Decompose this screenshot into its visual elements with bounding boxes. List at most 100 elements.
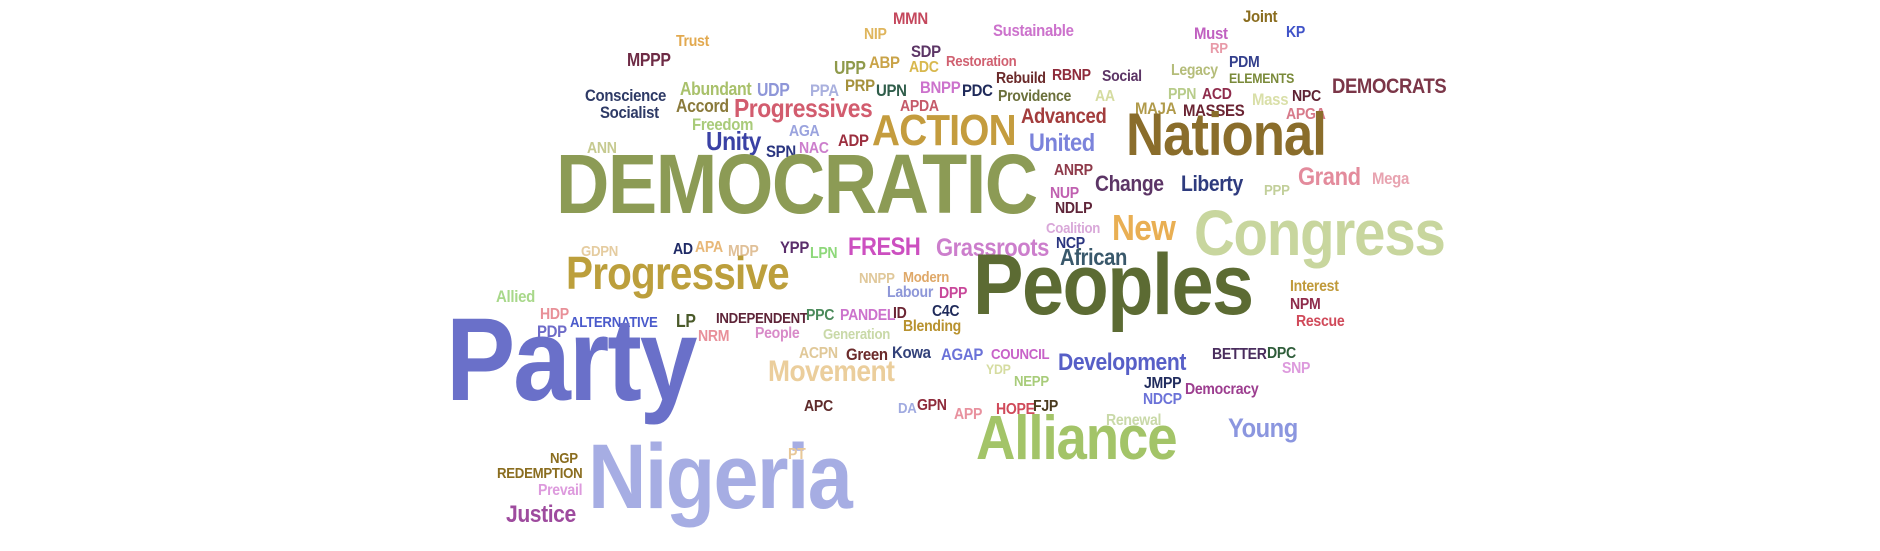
cloud-word: NRM: [698, 327, 730, 345]
cloud-word: Must: [1194, 24, 1228, 44]
cloud-word: LPN: [810, 244, 838, 262]
cloud-word: ADP: [838, 131, 869, 151]
cloud-word: KP: [1286, 23, 1306, 41]
cloud-word: Blending: [903, 317, 961, 335]
cloud-word: Abundant: [680, 79, 752, 100]
cloud-word: PPC: [806, 306, 835, 324]
cloud-word: Allied: [496, 287, 535, 307]
cloud-word: Congress: [1194, 196, 1446, 269]
cloud-word: Young: [1228, 413, 1298, 444]
cloud-word: BETTER: [1212, 345, 1267, 363]
cloud-word: PPP: [1264, 181, 1290, 199]
cloud-word: Grand: [1298, 162, 1361, 191]
cloud-word: YPP: [780, 238, 810, 258]
cloud-word: AGAP: [941, 345, 984, 365]
cloud-word: SPN: [766, 142, 796, 162]
cloud-word: GDPN: [581, 242, 619, 260]
cloud-word: PDM: [1229, 53, 1260, 71]
cloud-word: ABP: [869, 53, 900, 73]
cloud-word: FRESH: [848, 232, 921, 261]
cloud-word: Conscience: [585, 86, 666, 106]
cloud-word: Sustainable: [993, 21, 1074, 41]
cloud-word: AA: [1095, 87, 1115, 105]
cloud-word: NPM: [1290, 295, 1321, 313]
cloud-word: Labour: [887, 283, 934, 301]
cloud-word: FJP: [1033, 397, 1058, 415]
cloud-word: YDP: [986, 361, 1011, 378]
cloud-word: Trust: [676, 32, 710, 50]
cloud-word: Alliance: [976, 403, 1178, 473]
cloud-word: MMN: [893, 9, 928, 29]
cloud-word: ACTION: [872, 105, 1017, 155]
cloud-word: Renewal: [1106, 411, 1162, 429]
cloud-word: GPN: [917, 396, 947, 414]
cloud-word: NUP: [1050, 184, 1079, 202]
cloud-word: Nigeria: [588, 425, 853, 528]
cloud-word: NDLP: [1055, 199, 1093, 217]
cloud-word: Party: [446, 294, 697, 427]
cloud-word: AGA: [789, 122, 820, 140]
cloud-word: Rescue: [1296, 312, 1345, 330]
cloud-word: UDP: [757, 80, 790, 101]
cloud-word: PANDEL: [840, 306, 896, 324]
cloud-word: PPA: [810, 81, 839, 101]
cloud-word: NDCP: [1143, 390, 1182, 408]
cloud-word: MDP: [728, 242, 759, 260]
cloud-word: Joint: [1243, 7, 1278, 27]
cloud-word: ANRP: [1054, 161, 1093, 179]
cloud-word: Legacy: [1171, 61, 1218, 79]
cloud-word: Progressive: [566, 247, 790, 300]
cloud-word: ACD: [1202, 85, 1232, 103]
cloud-word: Kowa: [892, 343, 931, 363]
cloud-word: APC: [804, 397, 833, 415]
cloud-word: NCP: [1056, 234, 1085, 252]
cloud-word: Freedom: [692, 115, 754, 135]
cloud-word: Rebuild: [996, 69, 1046, 87]
cloud-word: NNPP: [859, 269, 895, 287]
cloud-word: Peoples: [973, 236, 1254, 333]
cloud-word: SNP: [1282, 359, 1311, 377]
cloud-word: PDC: [962, 81, 993, 101]
cloud-word: REDEMPTION: [497, 464, 583, 482]
cloud-word: ANN: [587, 139, 617, 157]
cloud-word: BNPP: [920, 78, 961, 98]
cloud-word: Mass: [1252, 90, 1289, 110]
cloud-word: Coalition: [1046, 219, 1101, 237]
cloud-word: Socialist: [600, 103, 659, 123]
cloud-word: MASSES: [1183, 101, 1245, 121]
cloud-word: RBNP: [1052, 66, 1091, 84]
cloud-word: PDP: [537, 322, 567, 342]
cloud-word: DPC: [1267, 344, 1296, 362]
cloud-word: Accord: [676, 96, 729, 117]
cloud-word: Green: [846, 345, 888, 365]
cloud-word: C4C: [932, 302, 960, 320]
cloud-word: SDP: [911, 42, 941, 62]
cloud-word: PT: [788, 445, 806, 463]
cloud-word: Change: [1095, 171, 1164, 197]
cloud-word: NEPP: [1014, 372, 1049, 390]
cloud-word: JMPP: [1144, 374, 1182, 392]
cloud-word: New: [1112, 207, 1176, 249]
cloud-word: MPPP: [627, 50, 671, 71]
cloud-word: Providence: [998, 87, 1072, 105]
cloud-word: RP: [1210, 39, 1228, 57]
cloud-word: ID: [893, 304, 907, 322]
cloud-word: PRP: [845, 76, 875, 96]
cloud-word: Development: [1058, 348, 1186, 376]
cloud-word: PPN: [1168, 85, 1197, 103]
cloud-word: DEMOCRATIC: [556, 137, 1038, 232]
cloud-word: Democracy: [1185, 380, 1259, 398]
cloud-word: Grassroots: [936, 233, 1049, 262]
cloud-word: African: [1060, 244, 1127, 271]
cloud-word: Social: [1102, 67, 1142, 85]
cloud-word: Modern: [903, 268, 950, 286]
cloud-word: Advanced: [1021, 104, 1107, 128]
cloud-word: COUNCIL: [991, 345, 1050, 363]
cloud-word: LP: [676, 311, 696, 332]
cloud-word: UPP: [834, 58, 866, 79]
cloud-word: DEMOCRATS: [1332, 74, 1447, 98]
cloud-word: NGP: [550, 449, 578, 467]
cloud-word: AD: [673, 240, 693, 258]
cloud-word: APDA: [900, 97, 939, 115]
cloud-word: ACPN: [799, 344, 838, 362]
